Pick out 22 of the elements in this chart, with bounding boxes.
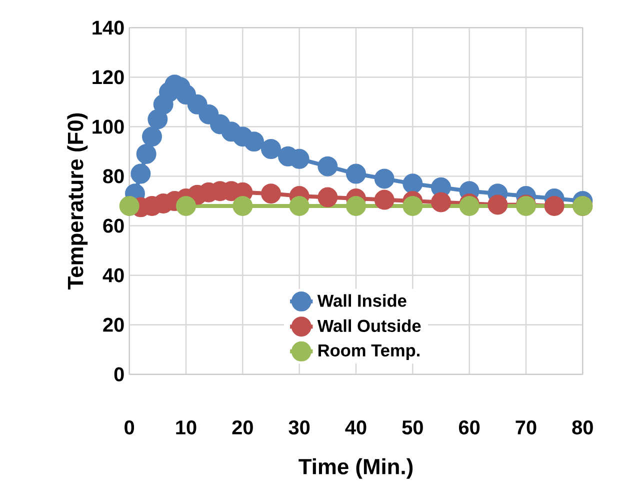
y-tick-label: 140 xyxy=(92,20,124,35)
x-axis-title: Time (Min.) xyxy=(298,458,413,479)
x-tick-label: 10 xyxy=(176,420,196,434)
legend-label: Room Temp. xyxy=(318,344,420,360)
x-tick-label: 50 xyxy=(402,420,423,434)
x-tick-label: 60 xyxy=(458,420,480,434)
x-tick-label: 80 xyxy=(572,420,593,434)
x-tick-label: 70 xyxy=(516,420,536,434)
y-tick-label: 40 xyxy=(102,268,124,282)
x-tick-label: 30 xyxy=(288,420,310,435)
x-tick-label: 0 xyxy=(124,420,134,434)
legend-label: Wall Outside xyxy=(317,319,421,332)
x-tick-label: 40 xyxy=(345,420,366,434)
y-tick-label: 100 xyxy=(92,120,124,134)
x-tick-label: 20 xyxy=(232,420,253,434)
y-tick-label: 20 xyxy=(103,318,124,332)
y-axis-title: Temperature (F0) xyxy=(67,113,88,290)
legend-label: Wall Inside xyxy=(317,294,406,307)
y-tick-label: 120 xyxy=(92,70,124,84)
y-tick-label: 0 xyxy=(114,367,124,382)
y-tick-label: 80 xyxy=(103,169,124,184)
y-tick-label: 60 xyxy=(103,218,124,233)
